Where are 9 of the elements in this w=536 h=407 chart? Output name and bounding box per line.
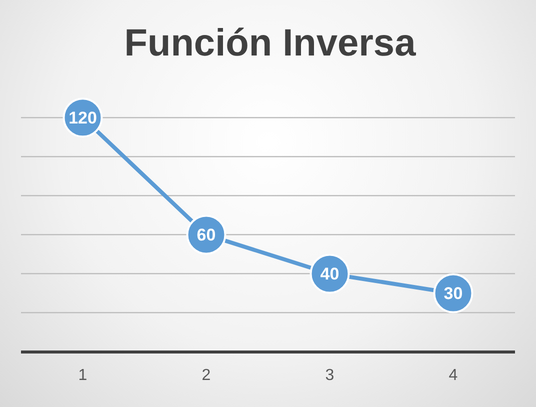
data-label: 60	[196, 225, 216, 244]
data-label: 30	[444, 284, 463, 303]
x-tick-label: 4	[448, 366, 458, 384]
x-tick-label: 2	[202, 366, 211, 384]
data-label: 40	[320, 264, 340, 284]
x-tick-label: 3	[325, 366, 334, 384]
data-label: 120	[68, 108, 97, 128]
x-tick-label: 1	[78, 366, 88, 384]
chart-title: Función Inversa	[124, 22, 417, 64]
